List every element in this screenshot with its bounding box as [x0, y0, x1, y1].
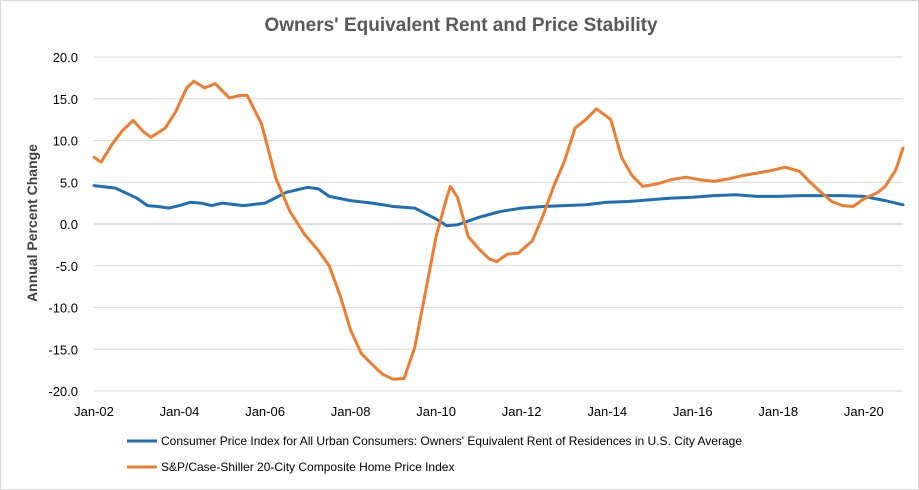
y-tick-label: -5.0: [56, 259, 78, 274]
y-tick-label: 15.0: [53, 92, 78, 107]
x-tick-label: Jan-12: [502, 404, 542, 419]
x-tick-label: Jan-04: [160, 404, 200, 419]
x-tick-label: Jan-14: [587, 404, 627, 419]
x-tick-label: Jan-10: [416, 404, 456, 419]
y-tick-label: -15.0: [48, 342, 78, 357]
series-line-2: [92, 79, 905, 381]
y-tick-label: 20.0: [53, 50, 78, 65]
y-tick-label: 0.0: [60, 217, 78, 232]
series-line-1: [92, 184, 905, 228]
y-tick-label: -10.0: [48, 301, 78, 316]
series-layer: [92, 79, 905, 381]
x-tick-label: Jan-08: [331, 404, 371, 419]
grid-layer: [94, 56, 903, 392]
x-axis-ticks: Jan-02 Jan-04 Jan-06 Jan-08 Jan-10 Jan-12 Jan-…: [74, 404, 884, 419]
legend-label-2: S&P/Case-Shiller 20-City Composite Home …: [161, 460, 454, 474]
y-tick-label: -20.0: [48, 384, 78, 399]
y-axis-label: Annual Percent Change: [24, 144, 40, 302]
x-tick-label: Jan-18: [758, 404, 798, 419]
x-tick-label: Jan-20: [844, 404, 884, 419]
x-tick-label: Jan-06: [245, 404, 285, 419]
y-tick-label: 10.0: [53, 134, 78, 149]
chart-title: Owners' Equivalent Rent and Price Stabil…: [264, 15, 657, 36]
y-tick-label: 5.0: [60, 175, 78, 190]
y-axis-ticks: 20.0 15.0 10.0 5.0 0.0 -5.0 -10.0 -15.0 -20.0: [48, 50, 78, 399]
x-tick-label: Jan-02: [74, 404, 114, 419]
chart-legend: Consumer Price Index for All Urban Consu…: [127, 434, 742, 474]
legend-label-1: Consumer Price Index for All Urban Consu…: [161, 434, 742, 448]
x-tick-label: Jan-16: [673, 404, 713, 419]
